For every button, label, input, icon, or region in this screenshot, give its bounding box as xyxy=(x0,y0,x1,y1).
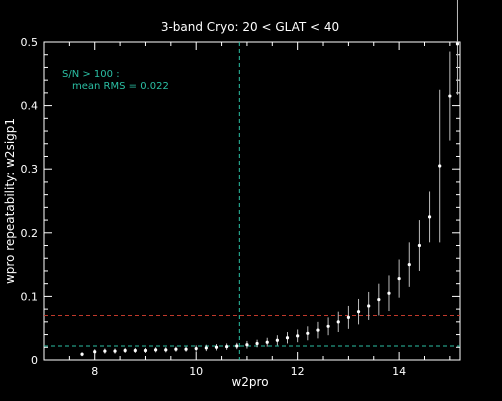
data-point xyxy=(154,348,158,352)
data-point xyxy=(285,336,290,340)
data-point xyxy=(80,352,84,356)
data-point xyxy=(448,94,452,98)
plot-frame xyxy=(43,41,461,361)
data-point xyxy=(316,328,320,332)
x-axis-label: w2pro xyxy=(231,375,268,389)
data-point xyxy=(235,344,239,348)
data-point xyxy=(164,348,168,352)
data-point xyxy=(225,345,229,349)
data-point xyxy=(133,348,137,353)
data-point xyxy=(194,346,198,351)
data-point xyxy=(356,310,361,314)
data-point xyxy=(427,215,432,219)
data-point xyxy=(204,346,208,350)
y-tick-label: 0 xyxy=(31,354,38,367)
x-tick-label: 12 xyxy=(291,365,305,378)
data-point xyxy=(326,324,330,328)
data-point xyxy=(387,291,391,295)
data-point xyxy=(113,349,117,353)
annotation-line-2: mean RMS = 0.022 xyxy=(72,81,169,92)
data-points xyxy=(80,0,460,357)
x-tick-label: 8 xyxy=(91,365,98,378)
data-point xyxy=(455,42,460,46)
y-tick-label: 0.4 xyxy=(21,100,39,113)
data-point xyxy=(265,340,269,344)
data-point xyxy=(174,347,178,351)
data-point xyxy=(143,348,148,353)
y-tick-label: 0.1 xyxy=(21,290,39,303)
x-tick-label: 10 xyxy=(189,365,203,378)
data-point xyxy=(417,243,422,248)
reference-lines xyxy=(44,42,460,360)
y-tick-label: 0.3 xyxy=(21,163,39,176)
data-point xyxy=(397,276,401,281)
data-point xyxy=(296,334,300,338)
chart-title: 3-band Cryo: 20 < GLAT < 40 xyxy=(161,20,339,34)
data-point xyxy=(214,345,219,349)
data-point xyxy=(306,331,310,335)
data-point xyxy=(255,341,259,346)
data-point xyxy=(245,343,249,347)
x-ticks: 8 10 12 14 xyxy=(43,42,451,378)
data-point xyxy=(93,350,97,354)
data-point xyxy=(346,315,350,319)
data-point xyxy=(103,349,107,353)
y-ticks: 0 0.1 0.2 0.3 0.4 0.5 xyxy=(21,36,460,367)
x-tick-label: 14 xyxy=(392,365,406,378)
data-point xyxy=(367,304,371,308)
data-point xyxy=(184,347,188,351)
data-point xyxy=(438,164,442,168)
y-tick-label: 0.2 xyxy=(21,227,39,240)
data-point xyxy=(407,263,411,267)
annotation-line-1: S/N > 100 : xyxy=(62,69,120,80)
data-point xyxy=(123,348,127,353)
data-point xyxy=(275,338,279,342)
data-point xyxy=(336,320,340,324)
y-axis-label: wpro repeatability: w2sigp1 xyxy=(3,118,17,284)
y-tick-label: 0.5 xyxy=(21,36,39,49)
data-point xyxy=(377,297,381,302)
